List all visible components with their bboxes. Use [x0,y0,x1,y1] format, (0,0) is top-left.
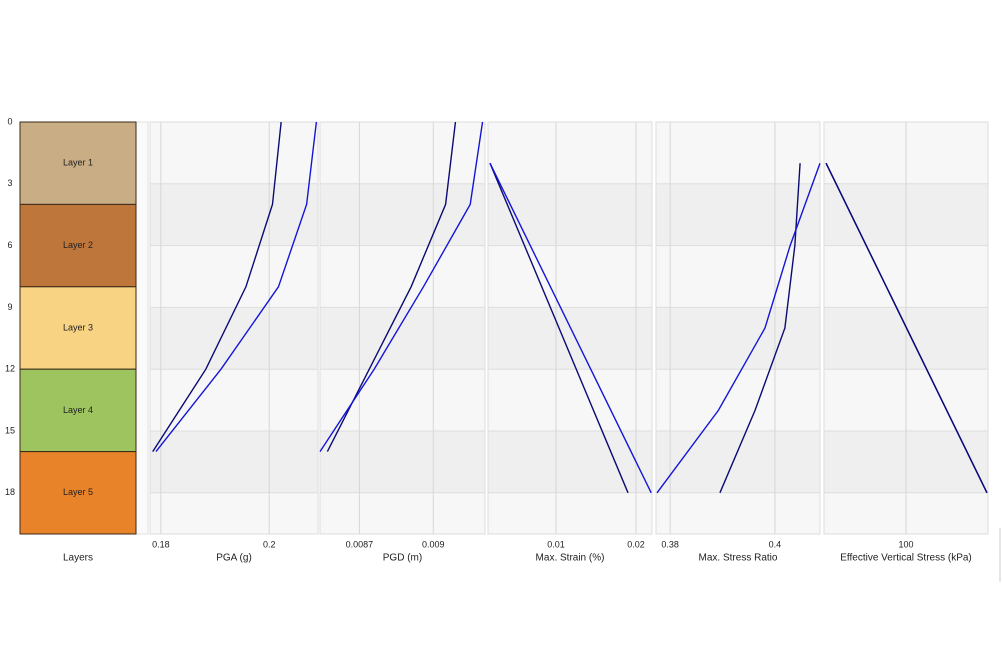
band [320,369,485,431]
layer [19,451,137,535]
band [488,369,652,431]
depth-tick-label: 9 [7,302,12,312]
layer-label: Layer 5 [63,487,93,497]
layer [19,368,137,453]
x-tick-label: 0.01 [547,539,565,549]
band [656,183,820,246]
layer-label: Layer 2 [63,240,93,250]
band [656,245,820,308]
x-tick-label: 0.2 [263,539,276,549]
band [150,369,318,431]
band [320,245,485,308]
x-axis-label: Effective Vertical Stress (kPa) [840,553,972,564]
band [656,307,820,370]
profile-line [319,121,484,452]
profile-line [656,162,821,494]
x-axis-label: Max. Strain (%) [536,553,605,564]
profile-line [152,121,282,452]
x-tick-label: 0.38 [661,539,679,549]
x-axis-label: PGA (g) [216,553,252,564]
band [320,122,485,184]
band [150,122,318,184]
band [488,122,652,184]
profile-line [719,163,801,494]
x-tick-label: 0.02 [627,539,645,549]
band [150,245,318,308]
band [150,431,318,493]
axis-strip [135,121,149,535]
layer-label: Layer 1 [63,158,93,168]
band [320,307,485,370]
band [150,307,318,370]
x-axis-label: Max. Stress Ratio [699,553,778,564]
profile-line [489,162,629,494]
profile-line [825,162,988,494]
depth-tick-label: 12 [5,364,15,374]
band [656,492,820,534]
layer-label: Layer 3 [63,322,93,332]
depth-tick-label: 6 [7,240,12,250]
band [488,307,652,370]
depth-tick-label: 0 [7,116,12,126]
band [488,183,652,246]
x-tick-label: 0.009 [422,539,445,549]
layer-label: Layer 4 [63,405,93,415]
band [488,245,652,308]
band [320,431,485,493]
band [656,369,820,431]
band [488,492,652,534]
x-tick-label: 0.4 [769,539,782,549]
profile-line [155,121,318,453]
x-tick-label: 100 [898,539,913,549]
band [150,492,318,534]
band [488,431,652,493]
depth-tick-label: 15 [5,425,15,435]
layer [19,203,137,288]
band [656,431,820,493]
band [656,122,820,184]
profile-line [489,162,652,494]
band [150,183,318,246]
x-tick-label: 0.18 [152,539,170,549]
depth-tick-label: 18 [5,487,15,497]
x-tick-label: 0.0087 [346,539,374,549]
depth-tick-label: 3 [7,178,12,188]
band [320,183,485,246]
x-axis-label: PGD (m) [383,553,422,564]
band [320,492,485,534]
x-axis-label: Layers [63,553,93,564]
